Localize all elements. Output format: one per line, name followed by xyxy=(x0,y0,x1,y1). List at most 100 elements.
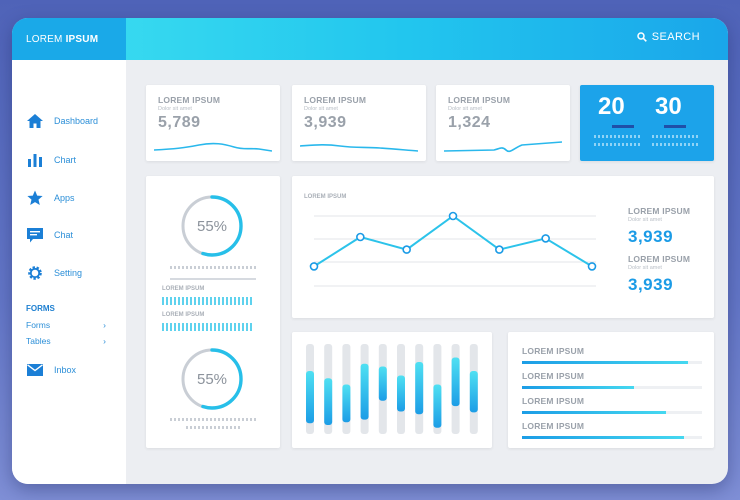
sidebar-item-dashboard[interactable]: Dashboard xyxy=(26,112,98,130)
sidebar-item-inbox[interactable]: Inbox xyxy=(26,361,76,379)
line-series xyxy=(313,214,593,268)
bar xyxy=(451,357,460,407)
barcode-strip xyxy=(162,297,254,305)
line-point xyxy=(309,262,319,271)
sparkline xyxy=(300,144,418,152)
sidebar-item-label: Inbox xyxy=(54,365,77,375)
progress-fill xyxy=(522,436,684,439)
search-button[interactable]: SEARCH xyxy=(637,31,700,43)
progress-track xyxy=(522,436,702,439)
legend-title: LOREM IPSUM xyxy=(628,206,691,216)
sidebar: Dashboard Chart Apps Chat xyxy=(12,60,126,484)
brand-light: LOREM xyxy=(26,33,63,45)
stat-value: 3,939 xyxy=(304,114,347,131)
sidebar-item-label: Chat xyxy=(54,230,74,240)
dashboard-window: LOREM IPSUM SEARCH Dashboard Chart xyxy=(12,18,728,484)
stat-card[interactable]: LOREM IPSUM Dolor sit amet 3,939 xyxy=(292,85,426,161)
progress-track xyxy=(522,361,702,364)
chevron-right-icon: › xyxy=(103,320,106,330)
bar xyxy=(415,362,424,415)
sidebar-item-tables[interactable]: Tables › xyxy=(26,336,106,346)
legend-value: 3,939 xyxy=(628,275,674,294)
highlight-card[interactable]: 20 30 xyxy=(580,85,714,161)
progress-track xyxy=(522,386,702,389)
bar xyxy=(433,384,442,428)
line-chart-title: LOREM IPSUM xyxy=(304,194,347,200)
stat-subtitle: Dolor sit amet xyxy=(448,106,482,112)
legend-subtitle: Dolor sit amet xyxy=(628,217,662,223)
stat-value: 5,789 xyxy=(158,114,201,131)
progress-label: LOREM IPSUM xyxy=(522,371,585,381)
progress-track xyxy=(522,411,702,414)
sidebar-item-label: Dashboard xyxy=(54,116,99,126)
progress-ring: 55% xyxy=(179,193,245,259)
line-chart-card[interactable]: LOREM IPSUM LOREM IPSUM Dolor sit amet 3… xyxy=(292,176,714,318)
highlight-dots xyxy=(652,143,700,146)
sparkline xyxy=(154,142,272,152)
highlight-dots xyxy=(594,143,642,146)
gauge-label: LOREM IPSUM xyxy=(162,286,205,292)
divider xyxy=(170,278,256,280)
home-icon xyxy=(26,112,44,130)
caption-dots xyxy=(186,426,240,429)
forms-section-title: FORMS xyxy=(26,304,55,313)
highlight-bar xyxy=(612,125,634,128)
brand-bold: IPSUM xyxy=(65,33,99,45)
stat-card[interactable]: LOREM IPSUM Dolor sit amet 1,324 xyxy=(436,85,570,161)
brand-logo[interactable]: LOREM IPSUM xyxy=(12,18,126,60)
gear-icon xyxy=(26,264,44,282)
sparkline xyxy=(444,141,562,153)
bar-chart-icon xyxy=(26,151,44,169)
line-point xyxy=(356,232,365,242)
bar xyxy=(469,371,478,413)
bar xyxy=(324,378,333,425)
legend-value: 3,939 xyxy=(628,227,674,246)
progress-fill xyxy=(522,361,688,364)
sidebar-item-setting[interactable]: Setting xyxy=(26,264,82,282)
line-point xyxy=(495,245,504,254)
legend-entry: LOREM IPSUM Dolor sit amet 3,939 xyxy=(628,206,690,247)
sidebar-item-label: Forms xyxy=(26,320,51,330)
bar-chart-card[interactable] xyxy=(292,332,492,448)
progress-value: 55% xyxy=(196,217,228,235)
progress-ring: 55% xyxy=(179,346,245,412)
sidebar-item-chat[interactable]: Chat xyxy=(26,226,73,244)
line-point xyxy=(402,245,411,254)
gauge-card[interactable]: 55% LOREM IPSUM LOREM IPSUM 55% xyxy=(146,176,280,448)
sidebar-item-label: Tables xyxy=(26,336,51,346)
search-icon xyxy=(637,32,647,42)
progress-label: LOREM IPSUM xyxy=(522,346,585,356)
sidebar-item-label: Setting xyxy=(54,268,83,278)
highlight-bar xyxy=(664,125,686,128)
line-point xyxy=(448,211,458,221)
progress-row: LOREM IPSUM xyxy=(522,346,702,364)
barcode-strip xyxy=(162,323,254,331)
stat-value: 1,324 xyxy=(448,114,491,131)
progress-row: LOREM IPSUM xyxy=(522,371,702,389)
sidebar-item-apps[interactable]: Apps xyxy=(26,189,75,207)
line-point xyxy=(541,234,550,243)
mail-icon xyxy=(26,361,44,379)
search-label: SEARCH xyxy=(651,31,700,43)
highlight-left-value: 20 xyxy=(598,93,625,120)
progress-list-card[interactable]: LOREM IPSUM LOREM IPSUM LOREM IPSUM LOREM I… xyxy=(508,332,714,448)
chat-icon xyxy=(26,226,44,244)
chevron-right-icon: › xyxy=(103,336,106,346)
sidebar-item-chart[interactable]: Chart xyxy=(26,151,76,169)
stat-card[interactable]: LOREM IPSUM Dolor sit amet 5,789 xyxy=(146,85,280,161)
line-chart xyxy=(309,211,597,287)
progress-value: 55% xyxy=(196,370,228,388)
stat-title: LOREM IPSUM xyxy=(158,95,221,105)
legend-title: LOREM IPSUM xyxy=(628,254,691,264)
caption-dots xyxy=(170,266,256,269)
sidebar-item-label: Apps xyxy=(54,193,75,203)
sidebar-item-forms[interactable]: Forms › xyxy=(26,320,106,330)
highlight-dots xyxy=(652,135,700,138)
legend-subtitle: Dolor sit amet xyxy=(628,265,662,271)
top-bar: LOREM IPSUM SEARCH xyxy=(12,18,728,60)
bar xyxy=(342,384,351,423)
highlight-dots xyxy=(594,135,642,138)
line-point xyxy=(587,262,597,271)
highlight-right-value: 30 xyxy=(655,93,682,120)
bar xyxy=(306,371,314,424)
